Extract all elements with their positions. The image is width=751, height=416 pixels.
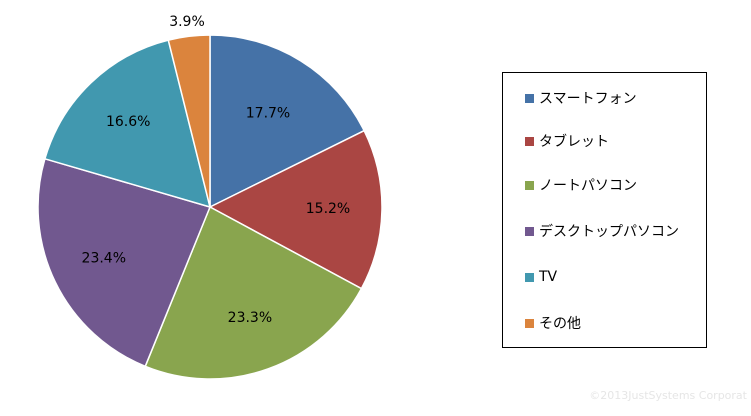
legend-item-tv: TV <box>525 267 557 287</box>
data-label-notebook-pc: 23.3% <box>228 310 272 326</box>
legend-swatch <box>525 180 534 190</box>
pie-slice-smartphone <box>209 34 366 209</box>
legend-label: デスクトップパソコン <box>539 224 679 240</box>
data-label-tv: 16.6% <box>106 114 150 130</box>
pie-slice-tablet <box>208 129 383 290</box>
copyright-watermark: ©2013JustSystems Corporat <box>589 389 747 402</box>
legend-label: TV <box>539 269 558 285</box>
pie-slice-other <box>167 34 211 208</box>
pie-slice-tv <box>43 39 212 209</box>
legend-swatch <box>525 318 534 328</box>
legend-item-notebook-pc: ノートパソコン <box>525 175 637 195</box>
legend-swatch <box>525 93 534 103</box>
legend-label: その他 <box>539 316 581 332</box>
data-label-tablet: 15.2% <box>306 201 350 217</box>
legend-item-desktop-pc: デスクトップパソコン <box>525 221 679 241</box>
legend-label: ノートパソコン <box>539 178 637 194</box>
data-label-smartphone: 17.7% <box>246 106 290 122</box>
legend-label: スマートフォン <box>539 91 637 107</box>
legend-label: タブレット <box>539 134 609 150</box>
legend-swatch <box>525 226 534 236</box>
pie-slice-desktop-pc <box>37 157 212 368</box>
legend-swatch <box>525 272 534 282</box>
legend-swatch <box>525 136 534 146</box>
legend-item-smartphone: スマートフォン <box>525 88 637 108</box>
legend-item-other: その他 <box>525 313 581 333</box>
data-label-other: 3.9% <box>169 14 205 30</box>
data-label-desktop-pc: 23.4% <box>82 250 126 266</box>
legend-item-tablet: タブレット <box>525 131 609 151</box>
legend: スマートフォン タブレット ノートパソコン デスクトップパソコン TV その他 <box>502 72 707 348</box>
pie-slice-notebook-pc <box>144 205 363 380</box>
